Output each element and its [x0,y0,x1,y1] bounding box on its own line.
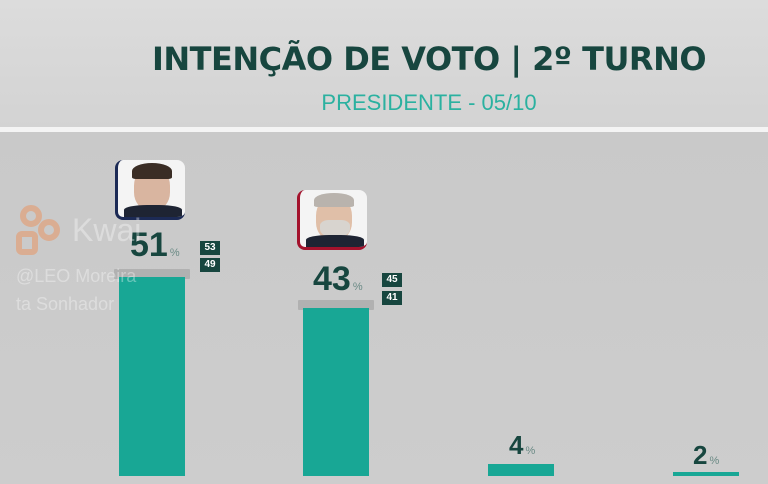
bar-lula [303,308,369,476]
value-label-nao-sabe: 2% [693,440,719,471]
value-label-brancos-nulos: 4% [509,430,535,461]
bar-nao-sabe [673,472,739,476]
percent-sign: % [169,247,180,259]
chart-header: INTENÇÃO DE VOTO | 2º TURNO PRESIDENTE -… [0,0,768,128]
value-label-lula: 43% [313,260,363,299]
watermark-user: @LEO Moreira [16,266,137,286]
percent-sign: % [709,455,720,467]
candidate-photo-lula [297,190,367,250]
header-divider [0,127,768,132]
range-min-bolsonaro: 49 [200,258,220,272]
value-number: 4 [509,430,524,460]
chart-subtitle: PRESIDENTE - 05/10 [321,90,537,115]
error-band-bolsonaro [114,269,190,279]
range-min-lula: 41 [382,291,402,305]
value-number: 43 [313,260,351,298]
value-number: 51 [130,226,168,264]
candidate-photo-bolsonaro [115,160,185,220]
kwai-logo-icon [16,205,64,257]
percent-sign: % [525,445,536,457]
bar-bolsonaro [119,277,185,476]
percent-sign: % [352,281,363,293]
range-max-bolsonaro: 53 [200,241,220,255]
watermark-brand: Kwai [72,212,142,248]
watermark-tagline: ta Sonhador [16,294,115,314]
error-band-lula [298,300,374,310]
bar-brancos-nulos [488,464,554,476]
value-label-bolsonaro: 51% [130,226,180,265]
chart-title: INTENÇÃO DE VOTO | 2º TURNO [151,40,707,78]
range-max-lula: 45 [382,273,402,287]
value-number: 2 [693,440,708,470]
